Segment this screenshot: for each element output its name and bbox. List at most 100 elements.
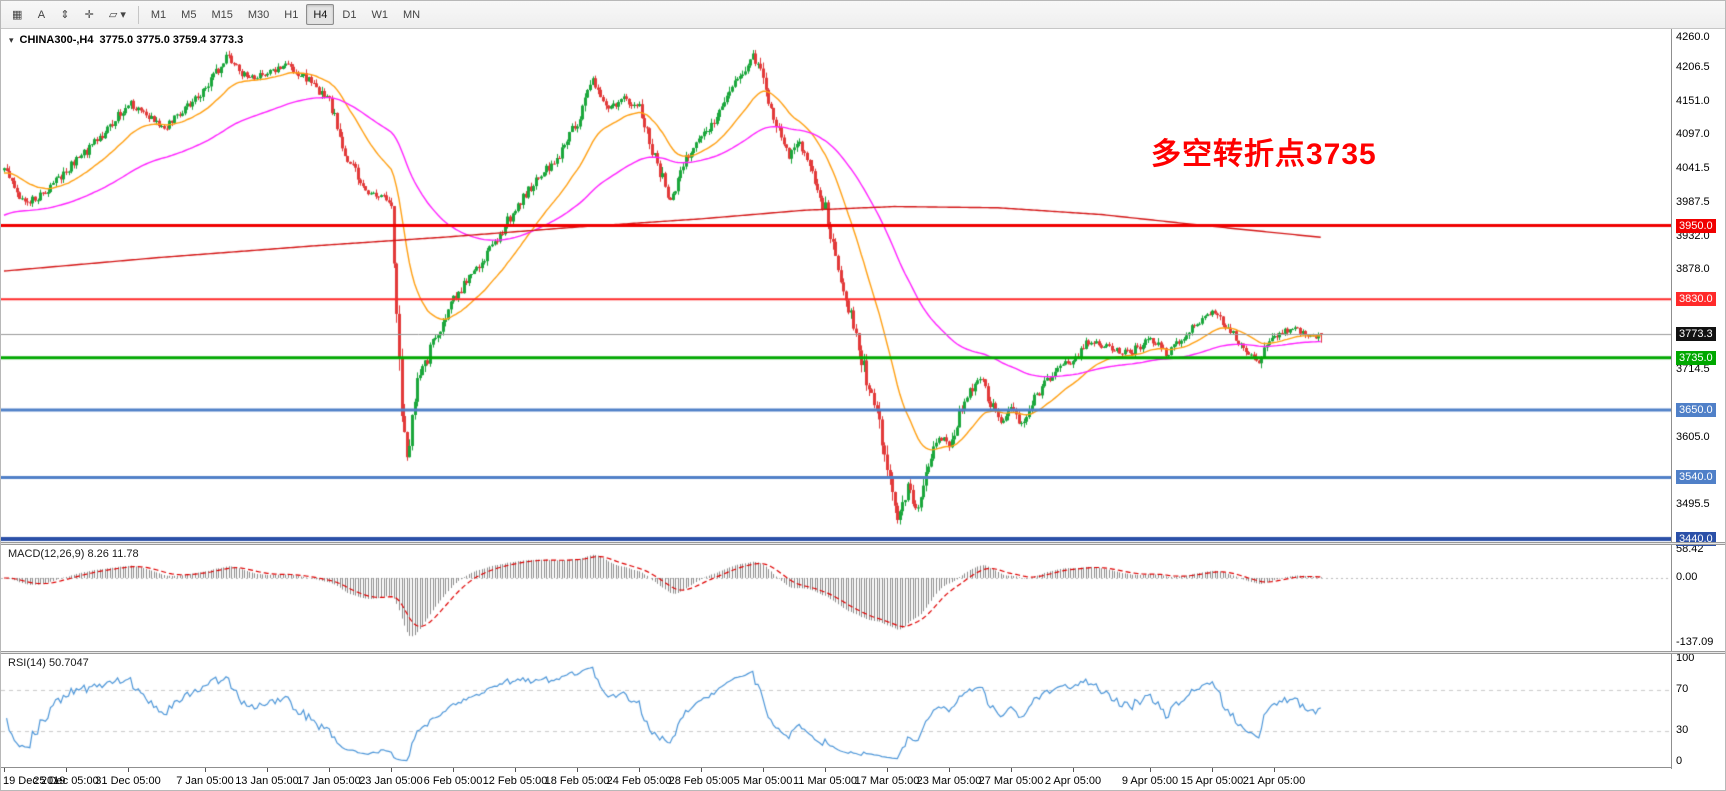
toolbar-separator bbox=[137, 5, 139, 24]
time-axis-tick bbox=[128, 768, 129, 772]
time-axis-tick bbox=[887, 768, 888, 772]
timeframe-button-h4[interactable]: H4 bbox=[306, 4, 335, 25]
crosshair-button[interactable]: ✛ bbox=[84, 9, 94, 21]
price-line-badge: 3950.0 bbox=[1676, 218, 1716, 233]
symbol-collapse-icon[interactable]: ▾ bbox=[9, 34, 14, 45]
rsi-tick-label: 0 bbox=[1676, 754, 1683, 767]
price-line-badge: 3540.0 bbox=[1676, 470, 1716, 485]
price-tick-label: 4206.5 bbox=[1676, 61, 1710, 73]
scale-button[interactable]: ⇕ bbox=[60, 9, 70, 21]
time-axis-label: 17 Jan 05:00 bbox=[297, 775, 361, 787]
time-axis-tick bbox=[4, 768, 5, 772]
time-axis-tick bbox=[825, 768, 826, 772]
macd-canvas[interactable] bbox=[1, 545, 1671, 651]
time-axis-label: 7 Jan 05:00 bbox=[176, 775, 234, 787]
time-axis-tick bbox=[453, 768, 454, 772]
price-line-badge: 3650.0 bbox=[1676, 402, 1716, 417]
price-line-badge: 3735.0 bbox=[1676, 350, 1716, 365]
time-axis-label: 17 Mar 05:00 bbox=[854, 775, 920, 787]
main-chart-panel bbox=[1, 29, 1671, 542]
macd-tick-label: 0.00 bbox=[1676, 570, 1698, 583]
time-axis-tick bbox=[205, 768, 206, 772]
timeframe-button-mn[interactable]: MN bbox=[402, 8, 421, 21]
time-axis-label: 6 Feb 05:00 bbox=[423, 775, 483, 787]
time-axis-tick bbox=[1011, 768, 1012, 772]
macd-tick-label: 58.42 bbox=[1676, 543, 1704, 556]
rsi-canvas[interactable] bbox=[1, 654, 1671, 767]
price-tick-label: 3714.5 bbox=[1676, 363, 1710, 376]
rsi-panel bbox=[1, 654, 1671, 767]
time-axis-tick bbox=[267, 768, 268, 772]
time-axis-tick bbox=[1073, 768, 1074, 772]
timeframe-button-d1[interactable]: D1 bbox=[342, 8, 357, 21]
time-axis-tick bbox=[1212, 768, 1213, 772]
time-axis-tick bbox=[329, 768, 330, 772]
time-axis-label: 15 Apr 05:00 bbox=[1180, 775, 1244, 787]
price-tick-label: 4041.5 bbox=[1676, 162, 1710, 175]
time-axis-label: 19 Dec 2019 bbox=[3, 775, 66, 787]
timeframe-button-m5[interactable]: M5 bbox=[181, 8, 197, 21]
time-axis-label: 23 Mar 05:00 bbox=[916, 775, 982, 787]
toolbar-left-group: ▦ A ⇕ ✛ ▱ ▾ bbox=[5, 4, 133, 25]
main-chart-canvas[interactable] bbox=[1, 29, 1671, 542]
time-axis-label: 21 Apr 05:00 bbox=[1242, 775, 1306, 787]
time-axis-label: 23 Jan 05:00 bbox=[359, 775, 423, 787]
time-axis-label: 25 Dec 05:00 bbox=[33, 775, 99, 787]
rsi-panel-splitter[interactable] bbox=[1, 651, 1725, 654]
time-axis-tick bbox=[391, 768, 392, 772]
macd-panel-splitter[interactable] bbox=[1, 542, 1725, 545]
time-axis-label: 12 Feb 05:00 bbox=[482, 775, 548, 787]
time-axis-tick bbox=[1150, 768, 1151, 772]
rsi-tick-label: 100 bbox=[1676, 652, 1695, 665]
charts-list-button[interactable]: ▦ bbox=[12, 9, 23, 21]
current-price-badge: 3773.3 bbox=[1676, 327, 1716, 342]
timeframe-button-m1[interactable]: M1 bbox=[150, 8, 167, 21]
rsi-tick-label: 30 bbox=[1676, 724, 1689, 737]
price-line-badge: 3830.0 bbox=[1676, 292, 1716, 307]
time-axis-label: 31 Dec 05:00 bbox=[95, 775, 161, 787]
time-axis-label: 27 Mar 05:00 bbox=[978, 775, 1044, 787]
price-tick-label: 4151.0 bbox=[1676, 95, 1710, 108]
price-axis-border bbox=[1671, 29, 1672, 769]
time-axis-label: 5 Mar 05:00 bbox=[733, 775, 793, 787]
price-axis[interactable]: 4260.0 4206.5 4151.0 4097.0 4041.5 3987.5 3932… bbox=[1672, 29, 1725, 769]
rsi-label: RSI(14) 50.7047 bbox=[8, 657, 89, 669]
timeframe-group: M1 M5 M15 M30 H1 H4 D1 W1 MN bbox=[144, 4, 427, 25]
time-axis-label: 13 Jan 05:00 bbox=[235, 775, 299, 787]
time-axis-tick bbox=[639, 768, 640, 772]
time-axis-label: 18 Feb 05:00 bbox=[544, 775, 610, 787]
time-axis-tick bbox=[515, 768, 516, 772]
price-tick-label: 4260.0 bbox=[1676, 31, 1710, 43]
timeframe-button-m30[interactable]: M30 bbox=[247, 8, 270, 21]
symbol-ohlc-values: 3775.0 3775.0 3759.4 3773.3 bbox=[99, 34, 244, 46]
annotate-text-button[interactable]: A bbox=[37, 8, 46, 21]
rsi-tick-label: 70 bbox=[1676, 682, 1689, 695]
symbol-name: CHINA300-,H4 bbox=[19, 34, 94, 46]
time-axis-label: 2 Apr 05:00 bbox=[1044, 775, 1102, 787]
price-tick-label: 3932.0 bbox=[1676, 229, 1710, 242]
timeframe-button-m15[interactable]: M15 bbox=[211, 8, 233, 21]
time-axis-tick bbox=[66, 768, 67, 772]
time-axis-label: 28 Feb 05:00 bbox=[668, 775, 734, 787]
top-toolbar: ▦ A ⇕ ✛ ▱ ▾ M1 M5 M15 M30 H1 H4 D1 W1 MN bbox=[1, 1, 1725, 29]
draw-tools-dropdown[interactable]: ▱ ▾ bbox=[108, 9, 126, 21]
chart-text-annotation[interactable]: 多空转折点3735 bbox=[1151, 138, 1377, 171]
time-axis-tick bbox=[577, 768, 578, 772]
time-axis-tick bbox=[701, 768, 702, 772]
timeframe-button-w1[interactable]: W1 bbox=[371, 8, 388, 21]
time-axis-tick bbox=[949, 768, 950, 772]
timeframe-button-h1[interactable]: H1 bbox=[284, 8, 299, 21]
chart-title: ▾ CHINA300-,H4 3775.0 3775.0 3759.4 3773… bbox=[9, 34, 243, 46]
time-axis-label: 24 Feb 05:00 bbox=[606, 775, 672, 787]
price-tick-label: 3987.5 bbox=[1676, 195, 1710, 208]
time-axis-tick bbox=[763, 768, 764, 772]
price-tick-label: 4097.0 bbox=[1676, 128, 1710, 141]
macd-label: MACD(12,26,9) 8.26 11.78 bbox=[8, 548, 139, 560]
price-tick-label: 3878.0 bbox=[1676, 262, 1710, 275]
price-tick-label: 3495.5 bbox=[1676, 497, 1710, 510]
macd-panel bbox=[1, 545, 1671, 651]
time-axis-label: 11 Mar 05:00 bbox=[792, 775, 858, 787]
time-axis-tick bbox=[1274, 768, 1275, 772]
time-axis[interactable]: 19 Dec 2019 25 Dec 05:00 31 Dec 05:00 7 Jan… bbox=[1, 767, 1725, 790]
